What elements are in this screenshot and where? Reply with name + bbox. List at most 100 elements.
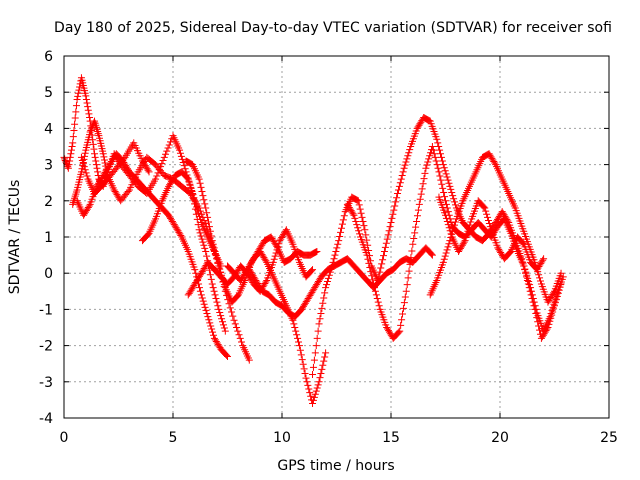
series-arc3	[73, 150, 231, 360]
data-point	[153, 172, 161, 180]
data-point	[68, 143, 76, 150]
data-point	[316, 315, 324, 323]
data-point	[209, 240, 217, 248]
data-point	[374, 298, 382, 306]
data-point	[309, 266, 317, 274]
data-point	[528, 291, 536, 299]
data-point	[536, 326, 544, 334]
data-point	[322, 349, 330, 357]
data-point	[444, 243, 452, 251]
data-point	[80, 163, 88, 171]
data-point	[527, 287, 535, 295]
data-point	[319, 361, 327, 369]
data-point	[366, 264, 374, 272]
data-point	[309, 371, 317, 379]
data-point	[374, 276, 382, 284]
data-point	[86, 114, 94, 122]
data-point	[269, 258, 277, 266]
data-point	[334, 240, 342, 248]
data-point	[451, 218, 459, 226]
data-point	[536, 274, 544, 282]
data-point	[440, 164, 448, 172]
data-point	[438, 157, 446, 165]
data-point	[84, 106, 92, 114]
series-arc1	[60, 74, 229, 335]
data-point	[221, 327, 229, 335]
data-point	[200, 300, 208, 308]
chart-title: Day 180 of 2025, Sidereal Day-to-day VTE…	[54, 20, 612, 36]
data-point	[190, 194, 198, 202]
data-point	[271, 252, 279, 260]
data-point	[339, 216, 347, 224]
data-point	[205, 223, 213, 231]
data-point	[363, 251, 371, 259]
data-point	[311, 390, 319, 398]
data-point	[233, 324, 241, 331]
data-point	[214, 258, 222, 266]
data-point	[91, 150, 99, 158]
data-point	[89, 140, 97, 148]
data-point	[350, 211, 358, 219]
data-point	[202, 247, 210, 255]
data-point	[379, 256, 387, 264]
data-point	[217, 312, 225, 320]
data-point	[329, 258, 337, 266]
data-point	[351, 214, 359, 222]
data-point	[295, 338, 303, 346]
data-point	[215, 305, 223, 313]
data-point	[411, 229, 419, 237]
data-point	[301, 370, 309, 378]
data-point	[197, 291, 205, 299]
data-point	[539, 256, 547, 264]
data-point	[443, 217, 451, 225]
data-point	[550, 289, 558, 297]
data-point	[330, 255, 338, 263]
data-point	[208, 325, 216, 333]
data-point	[375, 272, 383, 280]
data-point	[81, 152, 89, 160]
data-point	[460, 238, 468, 246]
data-point	[360, 222, 368, 230]
series-arc11	[343, 143, 567, 342]
data-point	[461, 237, 469, 245]
data-point	[549, 303, 557, 311]
data-point	[337, 224, 345, 232]
data-point	[530, 298, 538, 306]
data-point	[384, 231, 392, 239]
data-point	[99, 150, 107, 158]
data-point	[207, 275, 215, 283]
data-point	[201, 200, 209, 208]
data-point	[204, 213, 212, 221]
data-point	[64, 164, 72, 172]
data-point	[413, 217, 421, 225]
data-point	[298, 356, 306, 364]
data-point	[82, 95, 90, 103]
data-point	[312, 342, 320, 350]
data-point	[444, 176, 452, 184]
data-point	[92, 157, 100, 165]
data-point	[207, 232, 215, 240]
series-arc2	[69, 117, 253, 364]
data-point	[376, 268, 384, 276]
data-point	[219, 318, 227, 326]
data-point	[335, 237, 343, 245]
data-point	[235, 331, 243, 339]
data-point	[79, 160, 87, 168]
series-arc4	[77, 139, 153, 198]
data-point	[194, 206, 202, 214]
data-point	[447, 230, 455, 238]
data-point	[162, 150, 170, 158]
data-point	[361, 226, 369, 234]
data-point	[337, 228, 345, 236]
data-point	[303, 378, 311, 386]
data-point	[486, 223, 494, 231]
data-point	[524, 274, 532, 282]
data-point	[77, 153, 85, 161]
data-point	[320, 294, 328, 302]
data-point	[66, 153, 74, 161]
data-point	[295, 342, 303, 350]
data-point	[394, 190, 402, 198]
data-point	[414, 206, 422, 214]
data-point	[82, 92, 90, 100]
